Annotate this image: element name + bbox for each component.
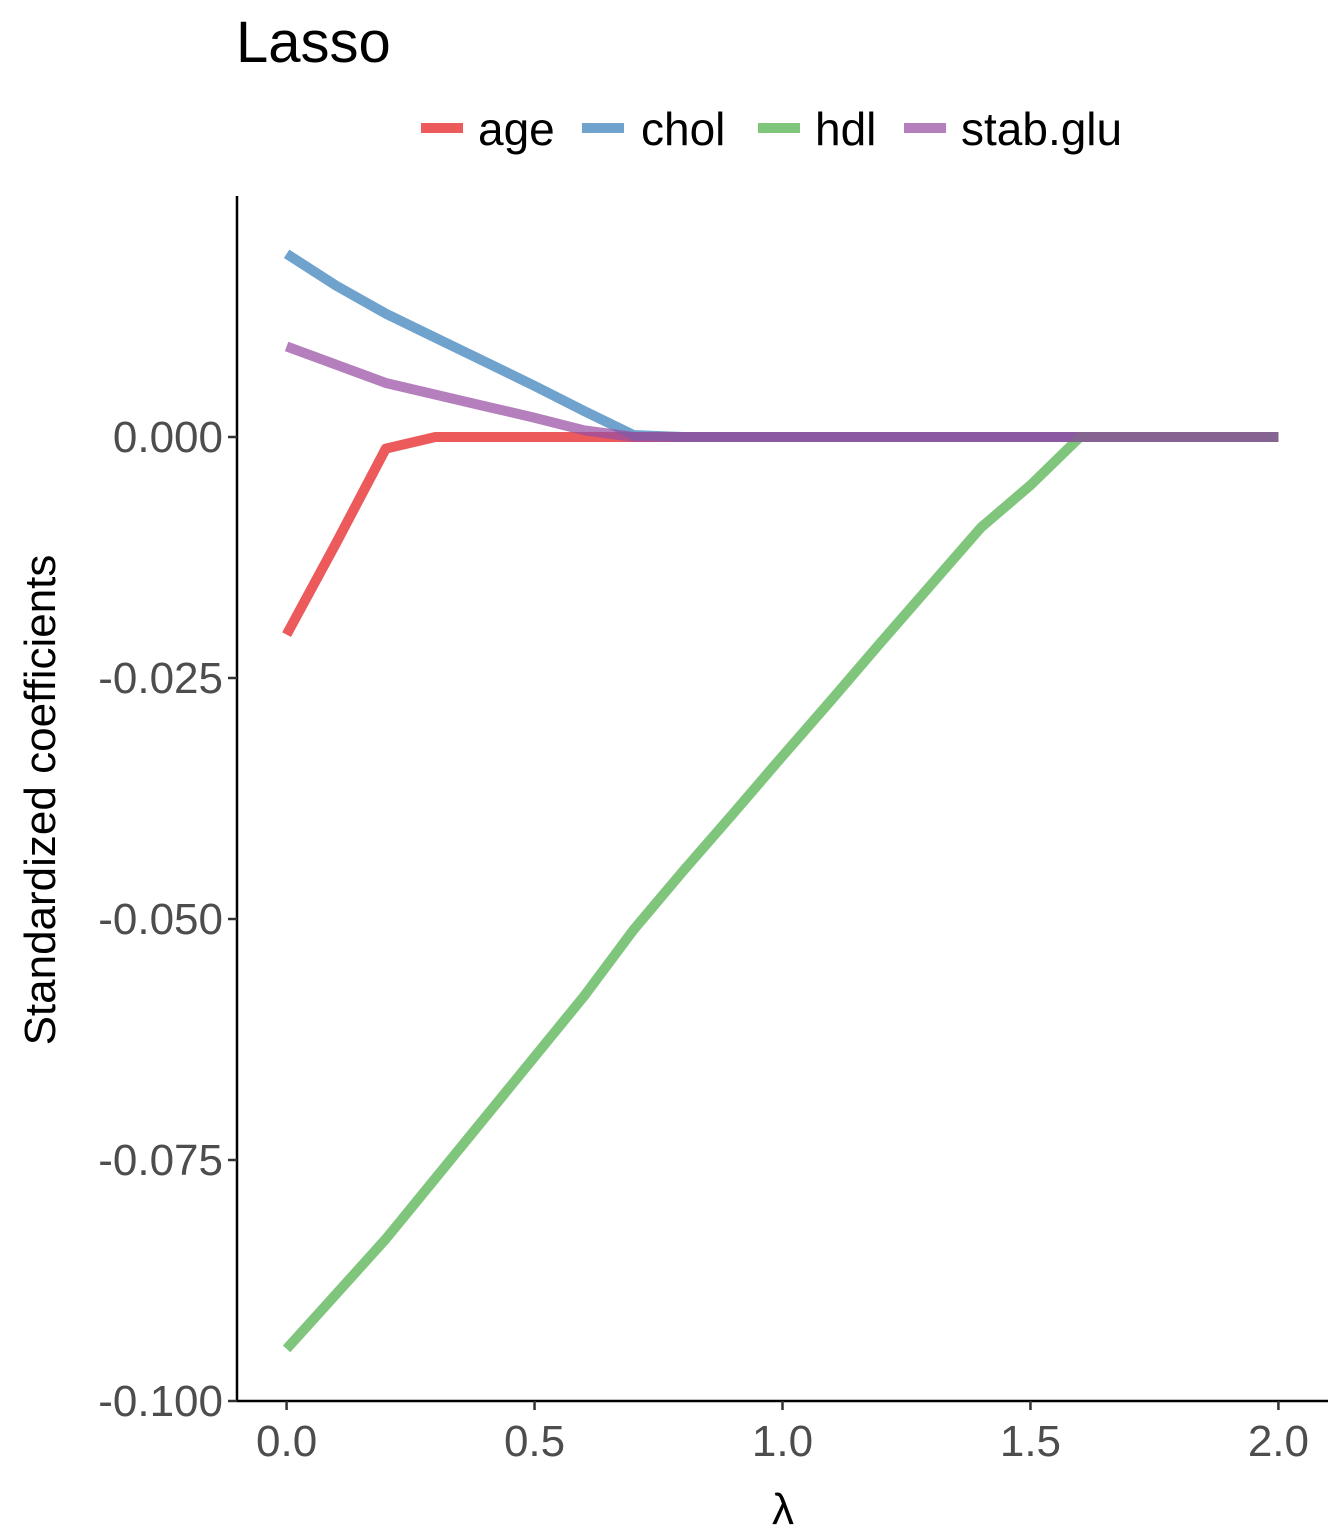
series-line-hdl	[282, 432, 1279, 1353]
series-layer	[282, 249, 1279, 1353]
legend: age chol hdl stab.glu	[421, 103, 1122, 155]
x-tick-label: 1.0	[752, 1417, 813, 1466]
x-axis-label: λ	[772, 1485, 794, 1534]
y-tick-label: 0.000	[113, 413, 223, 462]
y-tick-label: -0.100	[98, 1377, 223, 1426]
y-tick-label: -0.075	[98, 1136, 223, 1185]
x-tick-label: 0.5	[504, 1417, 565, 1466]
series-line-stab-glu	[284, 341, 1279, 442]
legend-label: chol	[641, 103, 725, 155]
y-tick-label: -0.050	[98, 895, 223, 944]
legend-label: stab.glu	[961, 103, 1122, 155]
y-axis-ticks: 0.000 -0.025 -0.050 -0.075 -0.100	[98, 413, 237, 1426]
legend-label: hdl	[815, 103, 876, 155]
y-axis-label: Standardized coefficients	[16, 555, 65, 1046]
x-tick-label: 1.5	[1000, 1417, 1061, 1466]
y-tick-label: -0.025	[98, 654, 223, 703]
series-line-chol	[283, 249, 1279, 442]
series-line-age	[282, 432, 1279, 637]
x-axis-ticks: 0.0 0.5 1.0 1.5 2.0	[256, 1401, 1309, 1466]
x-tick-label: 0.0	[256, 1417, 317, 1466]
x-tick-label: 2.0	[1248, 1417, 1309, 1466]
legend-label: age	[478, 103, 555, 155]
chart-title: Lasso	[236, 10, 391, 75]
